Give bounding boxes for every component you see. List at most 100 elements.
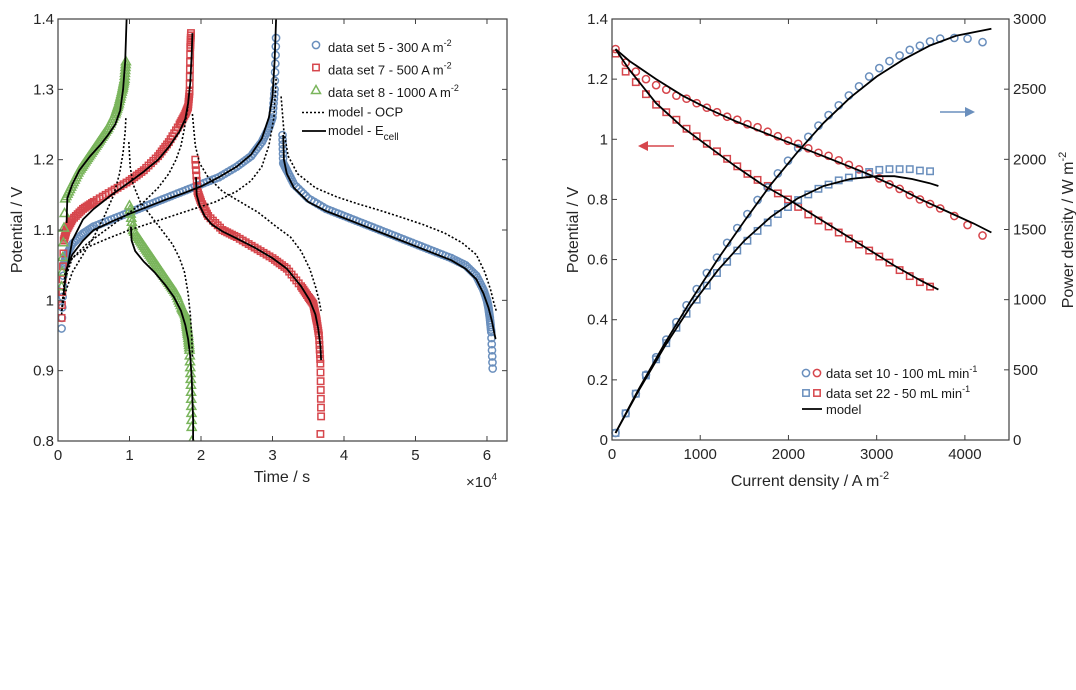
data-point bbox=[621, 67, 630, 76]
data-point bbox=[269, 99, 278, 108]
legend-entry: model - OCP bbox=[302, 105, 403, 120]
series-model-ecell-500-charge- bbox=[65, 33, 194, 273]
potential-axis-arrowhead bbox=[638, 141, 648, 151]
y2-tick-label: 500 bbox=[1013, 362, 1038, 379]
data-point bbox=[317, 403, 325, 412]
data-point bbox=[316, 386, 325, 394]
data-point bbox=[316, 394, 325, 403]
data-point bbox=[185, 65, 194, 74]
model-line bbox=[614, 27, 992, 434]
data-point bbox=[487, 345, 497, 355]
data-point bbox=[59, 249, 68, 258]
data-point bbox=[895, 184, 904, 194]
right-ticks: 0 1000 2000 3000 4000 0 0.2 0.4 0.6 0.8 1 1.2 1.4 0 50… bbox=[587, 11, 1046, 463]
legend-label-text: model - OCP bbox=[328, 105, 403, 120]
x-tick-label: 4 bbox=[340, 447, 348, 464]
legend-label: model - OCP bbox=[328, 105, 403, 120]
left-x-axis-label: Time / s bbox=[254, 469, 310, 486]
series-model-ecell-300-charge- bbox=[62, 19, 277, 294]
data-point bbox=[58, 324, 66, 333]
data-point bbox=[184, 361, 197, 372]
data-point bbox=[269, 94, 279, 104]
x-tick-label: 6 bbox=[483, 447, 491, 464]
data-point bbox=[652, 100, 661, 109]
legend-label-text: data set 8 - 1000 A m bbox=[328, 85, 451, 100]
legend-label-text: data set 7 - 500 A m bbox=[328, 63, 444, 78]
legend-entry: model - Ecell bbox=[302, 123, 399, 143]
data-point bbox=[191, 155, 200, 164]
x-tick-label: 3000 bbox=[860, 446, 893, 463]
right-x-axis-label-sup: -2 bbox=[879, 470, 889, 482]
legend-label-sub: cell bbox=[384, 132, 399, 143]
data-point bbox=[488, 364, 498, 373]
legend-label-text: data set 22 - 50 mL min bbox=[826, 386, 962, 401]
model-line bbox=[60, 106, 189, 315]
y2-tick-label: 1000 bbox=[1013, 292, 1046, 309]
square-marker-icon bbox=[312, 63, 320, 72]
red-circle-marker-icon bbox=[812, 368, 822, 378]
data-point bbox=[963, 34, 972, 43]
y-tick-label: 0.4 bbox=[587, 312, 608, 329]
series-data-set-5-300-a-m-2-discharge- bbox=[278, 130, 498, 373]
legend-label-sup: -1 bbox=[962, 384, 970, 394]
x-tick-label: 0 bbox=[608, 446, 616, 463]
data-point bbox=[702, 281, 711, 290]
series-data-set-7-500-a-m-2-end- bbox=[316, 430, 325, 438]
data-point bbox=[621, 409, 630, 418]
data-point bbox=[915, 195, 925, 204]
legend-label: data set 5 - 300 A m-2 bbox=[328, 38, 452, 55]
y2-tick-label: 2000 bbox=[1013, 151, 1046, 168]
data-point bbox=[651, 80, 661, 90]
model-line bbox=[65, 19, 128, 224]
data-point bbox=[712, 107, 722, 117]
series-data-set-7-500-a-m-2-discharge- bbox=[191, 155, 326, 421]
legend-label: model - Ecell bbox=[328, 123, 399, 143]
series-data-set-22-potential bbox=[611, 49, 934, 291]
circle-marker-icon bbox=[311, 40, 321, 50]
data-point bbox=[743, 169, 752, 178]
right-y-axis-label: Potential / V bbox=[565, 187, 582, 274]
series-model-potential-data-set-10- bbox=[614, 48, 992, 234]
x-tick-label: 0 bbox=[54, 447, 62, 464]
y-tick-label: 0.6 bbox=[587, 252, 608, 269]
data-point bbox=[875, 252, 884, 261]
y-tick-label: 1.1 bbox=[33, 222, 54, 239]
legend-entry: data set 5 - 300 A m-2 bbox=[311, 38, 452, 55]
data-point bbox=[895, 165, 904, 174]
model-line bbox=[191, 113, 322, 312]
data-point bbox=[978, 37, 987, 47]
x-tick-label: 2000 bbox=[772, 446, 805, 463]
legend-entry: model bbox=[802, 402, 862, 417]
left-legend: data set 5 - 300 A m-2 data set 7 - 500 A… bbox=[302, 38, 459, 143]
model-line bbox=[65, 33, 194, 273]
legend-label: data set 22 - 50 mL min-1 bbox=[826, 384, 970, 401]
data-point bbox=[692, 98, 702, 108]
data-point bbox=[119, 66, 131, 78]
left-ticks: 0 1 2 3 4 5 6 0.8 0.9 1 1.1 1.2 1.3 1.4 bbox=[33, 11, 507, 464]
y-tick-label: 1 bbox=[46, 292, 54, 309]
right-x-axis-label: Current density / A m-2 bbox=[731, 470, 889, 490]
charge-discharge-chart: 0 1 2 3 4 5 6 0.8 0.9 1 1.1 1.2 1.3 1.4 Time / s ×104… bbox=[9, 11, 508, 491]
data-point bbox=[784, 195, 792, 204]
series-data-set-8-1000-a-m-2-discharge- bbox=[123, 199, 198, 432]
data-point bbox=[125, 211, 138, 222]
legend-label: data set 8 - 1000 A m-2 bbox=[328, 83, 459, 100]
left-y-axis-label: Potential / V bbox=[9, 187, 26, 274]
model-line bbox=[614, 175, 939, 434]
y-tick-label: 1.3 bbox=[33, 81, 54, 98]
data-point bbox=[905, 165, 914, 174]
y-tick-label: 0.8 bbox=[33, 433, 54, 450]
x-tick-label: 5 bbox=[411, 447, 419, 464]
series-model-power-data-set-10- bbox=[614, 27, 992, 434]
x-tick-label: 1000 bbox=[684, 446, 717, 463]
power-axis-arrowhead bbox=[965, 107, 975, 117]
data-point bbox=[844, 173, 853, 182]
series-model-ecell-1000-discharge- bbox=[130, 226, 194, 441]
data-point bbox=[926, 167, 934, 176]
data-point bbox=[184, 366, 197, 378]
series-model-ecell-500-discharge- bbox=[195, 177, 322, 361]
series-model-ecell-300-discharge- bbox=[282, 134, 497, 340]
legend-label-text: model - E bbox=[328, 123, 384, 138]
data-point bbox=[865, 246, 874, 255]
data-point bbox=[192, 166, 200, 175]
